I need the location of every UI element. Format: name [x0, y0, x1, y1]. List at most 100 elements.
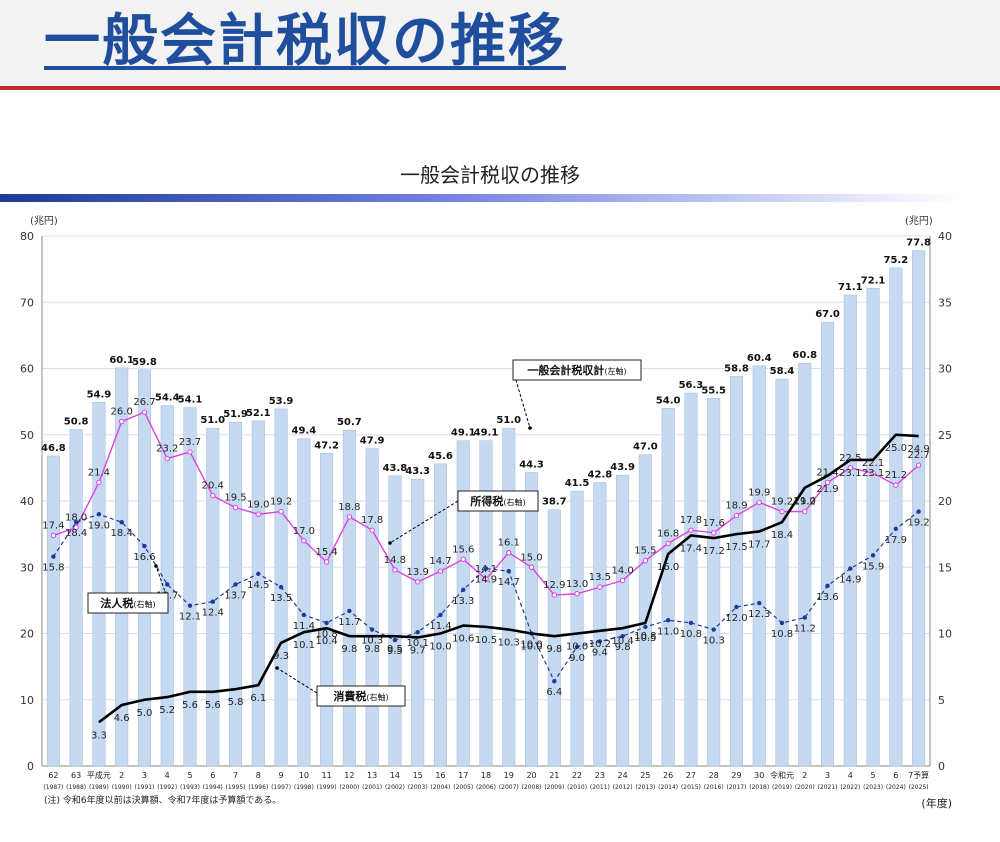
bar-total-revenue	[411, 478, 425, 767]
x-tick-sublabel: (1996)	[248, 784, 268, 791]
y-tick-left: 20	[20, 628, 34, 641]
point-marker	[210, 493, 216, 499]
bar-total-revenue	[342, 429, 356, 767]
line-data-label: 18.4	[111, 528, 133, 539]
x-tick-sublabel: (2010)	[567, 784, 587, 791]
line-data-label: 23.1	[862, 468, 884, 479]
line-data-label: 24.9	[907, 444, 929, 455]
line-data-label: 11.2	[794, 624, 816, 635]
line-data-label: 10.0	[429, 642, 451, 653]
y-tick-right: 0	[938, 760, 945, 773]
line-data-label: 13.9	[407, 567, 429, 578]
x-tick-label: 26	[663, 771, 673, 780]
point-marker	[528, 564, 535, 570]
line-data-label: 11.7	[338, 617, 360, 628]
callout-box	[457, 490, 539, 512]
point-marker	[323, 559, 330, 565]
line-data-label: 10.8	[315, 629, 337, 640]
bar-total-revenue	[46, 455, 60, 767]
callout-box	[512, 359, 642, 381]
point-marker	[802, 508, 808, 515]
bar-data-label: 54.0	[656, 395, 681, 406]
point-marker	[437, 568, 444, 574]
x-tick-sublabel: (2022)	[840, 784, 860, 791]
line-data-label: 15.4	[315, 547, 337, 558]
point-marker	[346, 514, 353, 520]
bar-data-label: 72.1	[861, 275, 886, 286]
x-tick-label: 17	[458, 771, 468, 780]
line-data-label: 5.0	[137, 708, 153, 719]
x-tick-label: 4	[848, 771, 853, 780]
x-tick-label: 7予算	[908, 770, 929, 780]
x-tick-sublabel: (2000)	[339, 784, 359, 791]
line-data-label: 15.6	[452, 544, 474, 555]
bar-data-label: 50.7	[337, 417, 362, 428]
x-tick-sublabel: (2009)	[544, 784, 564, 791]
callout-label: 消費税(右軸)	[333, 689, 388, 703]
x-tick-sublabel: (2020)	[795, 784, 815, 791]
x-tick-sublabel: (2021)	[818, 784, 838, 791]
callout-arrow-head	[275, 666, 279, 670]
line-data-label: 17.7	[748, 539, 770, 550]
bar-total-revenue	[684, 392, 698, 767]
bar-data-label: 49.1	[451, 428, 476, 439]
point-marker	[847, 465, 854, 471]
point-marker	[50, 532, 57, 539]
x-tick-label: 10	[299, 771, 309, 780]
callout-box	[87, 592, 169, 614]
x-tick-sublabel: (1990)	[112, 784, 132, 791]
x-tick-label: 6	[893, 771, 898, 780]
bar-total-revenue	[547, 509, 561, 767]
point-marker	[620, 633, 625, 639]
bar-data-label: 47.9	[360, 436, 385, 447]
point-marker	[51, 554, 56, 559]
point-marker	[278, 584, 284, 590]
line-data-label: 14.0	[611, 566, 633, 577]
bar-total-revenue	[525, 472, 539, 767]
y-tick-right: 20	[938, 495, 952, 508]
bar-data-label: 53.9	[269, 396, 294, 407]
point-marker	[756, 499, 762, 506]
line-data-label: 14.5	[247, 580, 269, 591]
point-marker	[915, 462, 922, 468]
line-data-label: 17.2	[703, 546, 725, 557]
x-tick-sublabel: (2004)	[430, 784, 450, 791]
callout-arrow-head	[528, 426, 532, 430]
point-marker	[665, 540, 671, 547]
y-tick-left: 60	[20, 363, 34, 376]
callout-arrow-head	[154, 564, 158, 568]
bar-data-label: 49.1	[474, 428, 499, 439]
bar-data-label: 51.0	[496, 415, 521, 426]
line-data-label: 10.3	[361, 636, 383, 647]
line-data-label: 18.9	[725, 501, 747, 512]
point-marker	[119, 520, 124, 525]
line-data-label: 10.5	[475, 635, 497, 646]
line-data-label: 20.4	[202, 481, 224, 492]
bar-data-label: 45.6	[428, 451, 453, 462]
header-band: 一般会計税収の推移	[0, 0, 1000, 88]
point-marker	[551, 592, 558, 598]
x-tick-label: 12	[344, 771, 354, 780]
x-tick-sublabel: (2007)	[499, 784, 519, 791]
y-tick-right: 40	[938, 230, 952, 243]
line-data-label: 13.3	[452, 596, 474, 607]
point-marker	[392, 567, 398, 573]
bar-data-label: 38.7	[542, 497, 567, 508]
point-marker	[870, 470, 876, 476]
line-data-label: 19.2	[270, 497, 292, 508]
line-data-label: 13.6	[816, 592, 838, 603]
line-data-label: 23.2	[156, 444, 178, 455]
line-data-label: 12.3	[748, 609, 770, 620]
bar-data-label: 51.9	[223, 409, 248, 420]
callout-arrow	[276, 667, 318, 694]
bar-total-revenue	[593, 482, 607, 767]
line-data-label: 15.8	[42, 563, 64, 574]
line-data-label: 15.9	[862, 561, 884, 572]
point-marker	[369, 527, 375, 533]
line-data-label: 14.9	[839, 575, 861, 586]
x-tick-label: 27	[686, 771, 696, 780]
line-data-label: 9.3	[273, 651, 289, 662]
bar-total-revenue	[798, 362, 812, 767]
line-data-label: 21.9	[816, 484, 838, 495]
x-tick-label: 5	[871, 771, 876, 780]
